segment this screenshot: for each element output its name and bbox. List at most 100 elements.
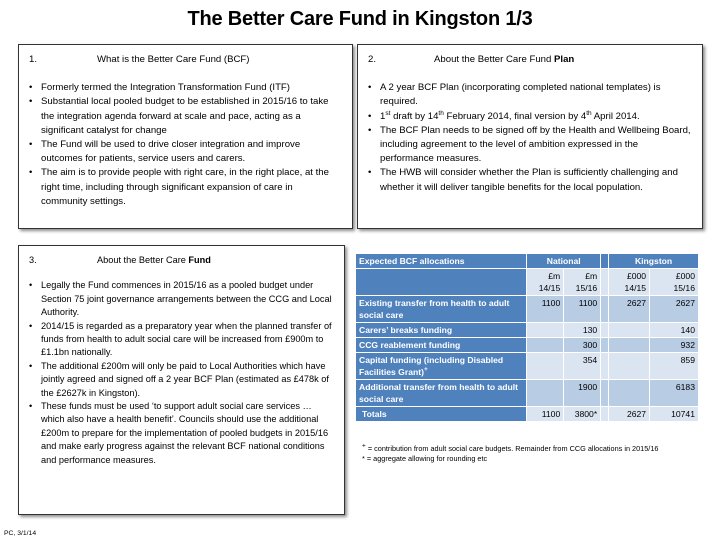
bcf-allocations-table: Expected BCF allocations National Kingst… — [354, 253, 699, 422]
table-row: Additional transfer from health to adult… — [354, 379, 699, 407]
kingston-1415-cell: 2627 — [608, 406, 651, 422]
panel-title-text: About the Better Care — [97, 255, 189, 265]
footnote-line: + = contribution from adult social care … — [362, 442, 707, 454]
national-1516-cell: 1900 — [563, 379, 602, 407]
national-1516-cell: 3800* — [563, 406, 602, 422]
year-label: 15/16 — [673, 283, 695, 293]
ordinal-suffix: st — [385, 109, 391, 117]
slide-title: The Better Care Fund in Kingston 1/3 — [187, 8, 533, 30]
panel-title-emphasis: Fund — [188, 255, 211, 265]
footnote-text: = contribution from adult social care bu… — [365, 444, 659, 453]
spacer-cell — [600, 352, 610, 380]
panel-number: 1. — [29, 54, 38, 65]
kingston-1516-cell: 6183 — [649, 379, 699, 407]
bullet-item: The BCF Plan needs to be signed off by t… — [366, 124, 692, 167]
row-label: Existing transfer from health to adult s… — [354, 295, 528, 323]
bullet-item: These funds must be used ‘to support adu… — [27, 400, 332, 467]
kingston-1415-cell — [608, 322, 651, 338]
spacer-cell — [600, 337, 610, 353]
table-row: Capital funding (including Disabled Faci… — [354, 352, 699, 380]
year-label: 14/15 — [624, 283, 647, 293]
bullet-item: A 2 year BCF Plan (incorporating complet… — [366, 81, 692, 109]
bullet-list: Formerly termed the Integration Transfor… — [27, 81, 340, 209]
national-column-group: National — [526, 253, 602, 269]
unit-label: £m — [585, 271, 598, 281]
unit-header-cell: £m 14/15 — [526, 268, 565, 296]
panel-title-text: About the Better Care Fund — [434, 54, 554, 65]
national-1516-cell: 130 — [563, 322, 602, 338]
bullet-list: A 2 year BCF Plan (incorporating complet… — [366, 81, 692, 195]
unit-header-cell: £m 15/16 — [563, 268, 602, 296]
kingston-1415-cell — [608, 337, 651, 353]
bullet-text: February 2014, final version by 4 — [443, 110, 587, 122]
panel-heading: 1. What is the Better Care Fund (BCF) — [27, 53, 340, 67]
spacer-cell — [600, 268, 610, 296]
national-1415-cell: 1100 — [526, 406, 565, 422]
ordinal-suffix: th — [438, 109, 444, 117]
bullet-item: The additional £200m will only be paid t… — [27, 360, 332, 400]
national-1415-cell — [526, 337, 565, 353]
bullet-item: Substantial local pooled budget to be es… — [27, 95, 340, 138]
national-1415-cell — [526, 352, 565, 380]
national-1516-cell: 354 — [563, 352, 602, 380]
row-label: Capital funding (including Disabled Faci… — [354, 352, 528, 380]
bullet-item: The HWB will consider whether the Plan i… — [366, 166, 692, 194]
table-title-cell: Expected BCF allocations — [354, 253, 528, 269]
bullet-text: draft by 14 — [390, 110, 439, 122]
bullet-item: Formerly termed the Integration Transfor… — [27, 81, 340, 95]
kingston-1516-cell: 859 — [649, 352, 699, 380]
unit-label: £000 — [675, 271, 695, 281]
panel-heading: 3. About the Better Care Fund — [27, 254, 332, 267]
table-row: CCG reablement funding 300 932 — [354, 337, 699, 353]
footnote-marker: + — [423, 366, 428, 374]
panel-number: 3. — [29, 255, 37, 265]
spacer-cell — [600, 379, 610, 407]
bullet-item: 1st draft by 14th February 2014, final v… — [366, 110, 692, 124]
national-1516-cell: 300 — [563, 337, 602, 353]
bcf-fund-panel: 3. About the Better Care Fund Legally th… — [18, 245, 345, 515]
ordinal-suffix: th — [586, 109, 592, 117]
row-label-text: Capital funding (including Disabled Faci… — [359, 355, 504, 377]
year-label: 15/16 — [575, 283, 598, 293]
panel-title: What is the Better Care Fund (BCF) — [97, 54, 250, 65]
totals-row: Totals 1100 3800* 2627 10741 — [354, 406, 699, 422]
bcf-plan-panel: 2. About the Better Care Fund Plan A 2 y… — [357, 44, 703, 229]
bullet-list: Legally the Fund commences in 2015/16 as… — [27, 279, 332, 467]
row-label: Carers’ breaks funding — [354, 322, 528, 338]
panel-title: About the Better Care Fund Plan — [428, 53, 692, 67]
national-1415-cell — [526, 379, 565, 407]
kingston-1415-cell: 2627 — [608, 295, 651, 323]
kingston-1516-cell: 140 — [649, 322, 699, 338]
kingston-1415-cell — [608, 352, 651, 380]
table-header-row: Expected BCF allocations National Kingst… — [354, 253, 699, 269]
kingston-1516-cell: 2627 — [649, 295, 699, 323]
unit-header-cell: £000 14/15 — [608, 268, 651, 296]
spacer-cell — [600, 406, 610, 422]
footnote-line: * = aggregate allowing for rounding etc — [362, 454, 488, 463]
year-label: 14/15 — [538, 283, 561, 293]
slide-footer: PC, 3/1/14 — [4, 530, 37, 537]
row-label: Totals — [354, 406, 528, 422]
kingston-1415-cell — [608, 379, 651, 407]
kingston-1516-cell: 932 — [649, 337, 699, 353]
national-1516-cell: 1100 — [563, 295, 602, 323]
kingston-1516-cell: 10741 — [649, 406, 699, 422]
row-label: Additional transfer from health to adult… — [354, 379, 528, 407]
panel-number: 2. — [368, 54, 377, 65]
spacer-cell — [600, 253, 610, 269]
row-label: CCG reablement funding — [354, 337, 528, 353]
table-row: Carers’ breaks funding 130 140 — [354, 322, 699, 338]
spacer-cell — [600, 322, 610, 338]
bullet-item: 2014/15 is regarded as a preparatory yea… — [27, 320, 332, 360]
unit-label: £m — [548, 271, 561, 281]
national-1415-cell: 1100 — [526, 295, 565, 323]
unit-header-cell: £000 15/16 — [649, 268, 699, 296]
unit-label: £000 — [626, 271, 647, 281]
kingston-column-group: Kingston — [608, 253, 699, 269]
footnote-marker: + — [362, 442, 366, 450]
panel-title: About the Better Care Fund — [89, 254, 332, 267]
bullet-text: April 2014. — [591, 110, 640, 122]
bcf-overview-panel: 1. What is the Better Care Fund (BCF) Fo… — [18, 44, 353, 229]
bullet-text: 1 — [380, 110, 386, 122]
national-1415-cell — [526, 322, 565, 338]
